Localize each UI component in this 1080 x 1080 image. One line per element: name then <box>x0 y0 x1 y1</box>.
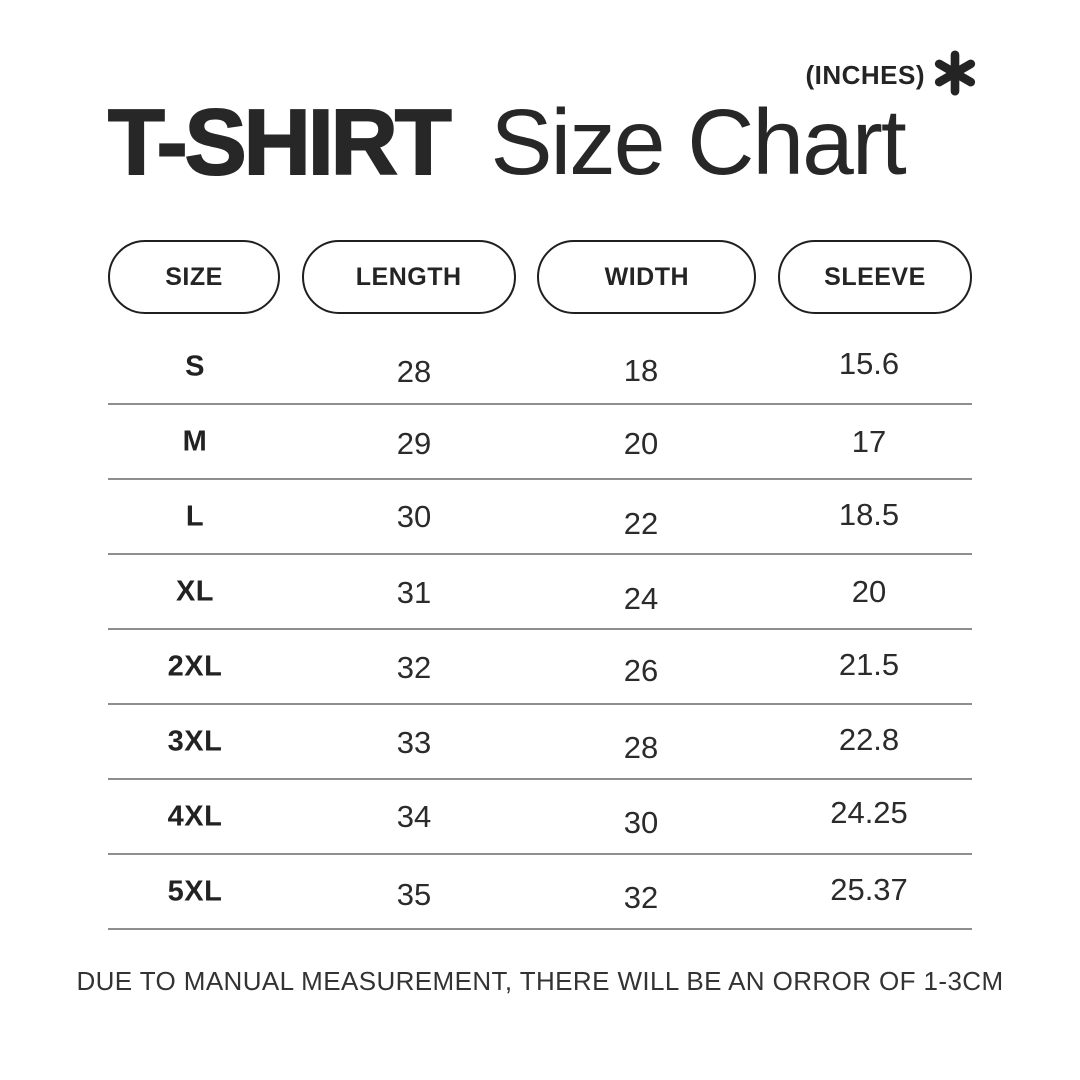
width-value-cell: 22 <box>623 505 659 541</box>
page-title: T-SHIRT Size Chart <box>107 92 907 192</box>
width-value-cell: 30 <box>623 804 659 840</box>
asterisk-icon <box>934 50 976 96</box>
size-label-cell: 2XL <box>167 650 223 682</box>
size-label-cell: XL <box>175 575 215 607</box>
size-label-cell: L <box>185 500 205 532</box>
column-header-row: SIZE LENGTH WIDTH SLEEVE <box>108 240 972 314</box>
table-row-5xl: 5XL 35 32 25.37 <box>108 855 972 930</box>
width-value-cell: 24 <box>623 580 659 616</box>
table-row-l: L 30 22 18.5 <box>108 480 972 555</box>
table-row-3xl: 3XL 33 28 22.8 <box>108 705 972 780</box>
sleeve-value-cell: 15.6 <box>838 345 900 381</box>
length-value-cell: 35 <box>396 876 432 912</box>
units-indicator: (INCHES) <box>805 50 978 96</box>
title-primary: T-SHIRT <box>107 90 453 194</box>
sleeve-value-cell: 20 <box>851 573 887 609</box>
length-value-cell: 33 <box>396 724 432 760</box>
length-value-cell: 29 <box>396 425 432 461</box>
units-label: (INCHES) <box>805 59 925 90</box>
width-value-cell: 32 <box>623 879 659 915</box>
table-row-4xl: 4XL 34 30 24.25 <box>108 780 972 855</box>
length-value-cell: 30 <box>396 498 432 534</box>
size-label-cell: 3XL <box>167 725 223 757</box>
sleeve-value-cell: 21.5 <box>838 646 900 682</box>
size-label-cell: 4XL <box>167 800 223 832</box>
column-pill-width: WIDTH <box>537 240 757 314</box>
width-value-cell: 18 <box>623 352 659 388</box>
sleeve-value-cell: 24.25 <box>830 794 908 830</box>
table-row-xl: XL 31 24 20 <box>108 555 972 630</box>
table-row-m: M 29 20 17 <box>108 405 972 480</box>
column-pill-size: SIZE <box>108 240 280 314</box>
length-value-cell: 34 <box>396 798 432 834</box>
column-pill-sleeve: SLEEVE <box>777 240 972 314</box>
length-value-cell: 32 <box>396 649 432 685</box>
sleeve-value-cell: 17 <box>851 423 887 459</box>
sleeve-value-cell: 25.37 <box>830 871 908 907</box>
column-pill-length-label: LENGTH <box>355 262 462 291</box>
length-value-cell: 31 <box>396 574 432 610</box>
column-pill-sleeve-label: SLEEVE <box>824 262 926 291</box>
title-secondary: Size Chart <box>490 90 907 194</box>
sleeve-value-cell: 18.5 <box>838 496 900 532</box>
sleeve-value-cell: 22.8 <box>838 721 900 757</box>
width-value-cell: 28 <box>623 729 659 765</box>
column-pill-length: LENGTH <box>301 240 516 314</box>
size-label-cell: 5XL <box>167 875 223 907</box>
table-row-2xl: 2XL 32 26 21.5 <box>108 630 972 705</box>
width-value-cell: 26 <box>623 652 659 688</box>
column-pill-size-label: SIZE <box>165 262 223 291</box>
column-pill-width-label: WIDTH <box>604 262 690 291</box>
size-table: S 28 18 15.6 M 29 20 17 L 30 22 18.5 XL … <box>108 330 972 930</box>
size-label-cell: S <box>185 350 205 382</box>
width-value-cell: 20 <box>623 425 659 461</box>
measurement-note: DUE TO MANUAL MEASUREMENT, THERE WILL BE… <box>76 966 1004 996</box>
size-label-cell: M <box>182 425 208 457</box>
length-value-cell: 28 <box>396 353 432 389</box>
table-row-s: S 28 18 15.6 <box>108 330 972 405</box>
